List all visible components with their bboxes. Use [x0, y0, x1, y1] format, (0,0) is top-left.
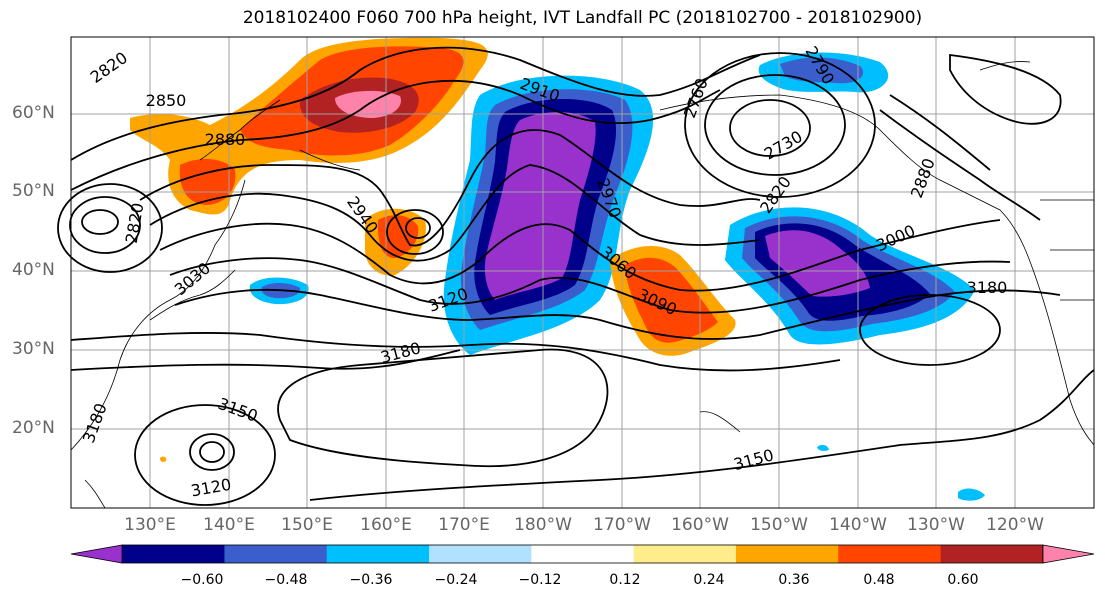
colorbar-segment: [838, 545, 942, 563]
colorbar-tick-label: −0.60: [180, 572, 224, 588]
colorbar-segment: [224, 545, 328, 563]
lat-label: 60°N: [12, 103, 55, 123]
colorbar-tick-label: −0.36: [349, 572, 393, 588]
colorbar-extend-left: [70, 544, 123, 564]
colorbar-segment: [531, 545, 635, 563]
lon-label: 140°W: [829, 515, 887, 535]
contour-label: 3180: [967, 278, 1008, 297]
contour-label: 2850: [146, 91, 187, 110]
colorbar-tick-label: 0.36: [778, 572, 810, 588]
height-contours: [57, 46, 1095, 506]
lon-label: 150°E: [281, 515, 333, 535]
colorbar-segment: [326, 545, 430, 563]
map-frame: [70, 36, 1095, 509]
lat-label: 20°N: [12, 418, 55, 438]
lon-label: 160°W: [671, 515, 729, 535]
colorbar-segment: [122, 545, 225, 563]
lon-label: 140°E: [203, 515, 255, 535]
colorbar-tick-label: 0.24: [693, 572, 725, 588]
lat-label: 30°N: [12, 339, 55, 359]
lon-label: 120°W: [986, 515, 1044, 535]
lon-label: 130°E: [124, 515, 176, 535]
colorbar-segment: [633, 545, 737, 563]
lat-label: 40°N: [12, 260, 55, 280]
colorbar-segment: [735, 545, 839, 563]
contour-label: 2880: [205, 130, 246, 149]
lon-label: 160°E: [360, 515, 412, 535]
lat-label: 50°N: [12, 181, 55, 201]
colorbar-frame: [121, 544, 1044, 564]
lon-label: 150°W: [750, 515, 808, 535]
colorbar-tick-label: 0.12: [609, 572, 641, 588]
colorbar-tick-label: 0.60: [947, 572, 979, 588]
lon-label: 170°W: [593, 515, 651, 535]
colorbar-tick-label: −0.12: [518, 572, 562, 588]
colorbar-tick-label: −0.24: [434, 572, 478, 588]
colorbar-segment: [429, 545, 532, 563]
colorbar-tick-label: 0.48: [863, 572, 895, 588]
map-title: 2018102400 F060 700 hPa height, IVT Land…: [242, 8, 923, 28]
lon-label: 130°W: [907, 515, 965, 535]
colorbar-tick-label: −0.48: [264, 572, 308, 588]
lon-label: 170°E: [438, 515, 490, 535]
lon-label: 180°W: [514, 515, 572, 535]
colorbar-segment: [940, 545, 1044, 563]
colorbar-extend-right: [1042, 544, 1095, 564]
colorbar: [70, 544, 1095, 564]
